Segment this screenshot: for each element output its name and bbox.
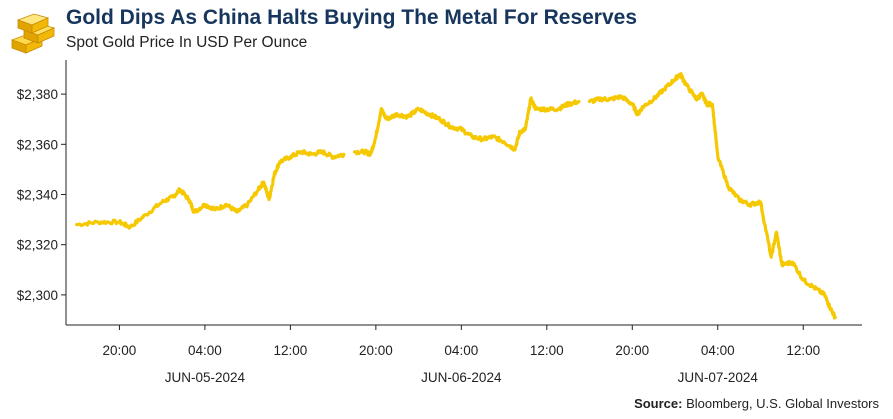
gold-price-line [352, 96, 581, 157]
x-tick-label: 20:00 [615, 343, 649, 358]
y-tick-label: $2,300 [17, 288, 58, 303]
x-date-label: JUN-07-2024 [678, 370, 759, 385]
y-tick-label: $2,340 [17, 188, 58, 203]
source-text: Bloomberg, U.S. Global Investors [682, 396, 879, 411]
chart-title: Gold Dips As China Halts Buying The Meta… [66, 6, 638, 29]
y-tick-label: $2,360 [17, 137, 58, 152]
x-date-label: JUN-05-2024 [165, 370, 246, 385]
x-tick-label: 20:00 [103, 343, 137, 358]
x-tick-label: 12:00 [530, 343, 564, 358]
x-tick-label: 12:00 [786, 343, 820, 358]
source-note: Source: Bloomberg, U.S. Global Investors [634, 396, 879, 411]
x-tick-label: 20:00 [359, 343, 393, 358]
x-tick-label: 04:00 [701, 343, 735, 358]
chart-subtitle: Spot Gold Price In USD Per Ounce [66, 34, 308, 51]
source-label: Source: [634, 396, 683, 411]
y-tick-label: $2,320 [17, 238, 58, 253]
gold-price-line [587, 72, 837, 320]
gold-price-line [75, 149, 346, 230]
gold-bars-icon [10, 13, 56, 54]
x-date-label: JUN-06-2024 [421, 370, 502, 385]
x-tick-label: 04:00 [444, 343, 478, 358]
x-tick-label: 12:00 [273, 343, 307, 358]
y-tick-label: $2,380 [17, 87, 58, 102]
x-tick-label: 04:00 [188, 343, 222, 358]
